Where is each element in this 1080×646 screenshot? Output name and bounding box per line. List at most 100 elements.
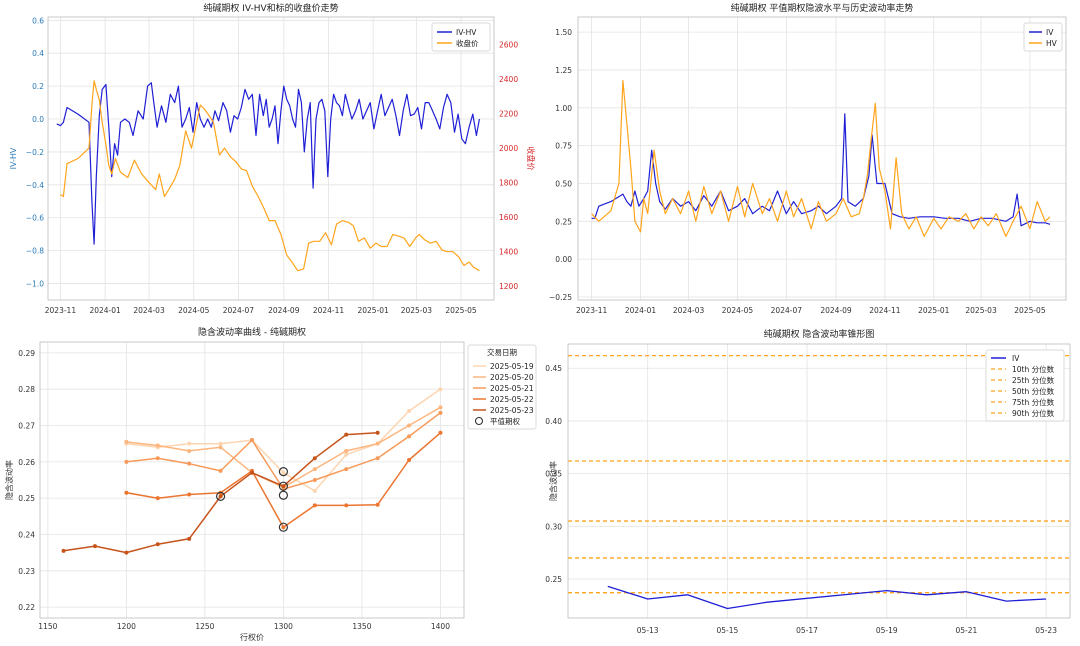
- y2-axis-label: 收盘价: [526, 147, 536, 171]
- x-tick-label: 05-17: [796, 626, 818, 635]
- series-line: [60, 80, 480, 272]
- y2-tick-label: 1600: [499, 213, 518, 222]
- y-tick-label: 0.0: [32, 115, 44, 124]
- series-point: [344, 467, 349, 472]
- x-tick-label: 2025-05: [1014, 306, 1046, 315]
- x-tick-label: 1300: [274, 622, 293, 631]
- y-tick-label: 0.2: [32, 82, 44, 91]
- legend-label: 75th 分位数: [1012, 397, 1055, 407]
- y-tick-label: 0.28: [18, 385, 35, 394]
- series-point: [92, 544, 97, 549]
- series-point: [250, 470, 254, 475]
- series-point: [187, 448, 192, 453]
- series-point: [312, 478, 317, 482]
- x-tick-label: 1400: [431, 622, 450, 631]
- plot-frame: [47, 16, 495, 301]
- y-tick-label: 0.40: [545, 417, 562, 426]
- chart-title: 隐含波动率曲线 - 纯碱期权: [198, 326, 306, 338]
- series-point: [344, 503, 349, 508]
- y-axis-label: 隐含波动率: [4, 460, 14, 500]
- series-point: [124, 550, 129, 555]
- series-point: [281, 470, 286, 475]
- y-tick-label: 0.22: [18, 603, 35, 612]
- y-tick-label: 0.27: [18, 422, 35, 431]
- y-tick-label: 1.25: [555, 66, 572, 75]
- series-point: [312, 456, 317, 461]
- legend-label: 2025-05-21: [490, 384, 534, 393]
- y-axis-label: 隐含波动率: [548, 461, 558, 501]
- legend-title: 交易日期: [487, 347, 517, 357]
- x-tick-label: 2025-01: [918, 306, 950, 315]
- series-point: [218, 494, 223, 499]
- series-line: [56, 82, 480, 245]
- y-tick-label: 0.45: [545, 364, 562, 373]
- series-point: [438, 405, 443, 410]
- series-point: [187, 461, 192, 466]
- y2-tick-label: 1200: [499, 282, 518, 291]
- legend-box: [431, 22, 491, 52]
- series-point: [155, 443, 160, 448]
- series-line: [607, 585, 1047, 610]
- atm-marker: [215, 491, 226, 501]
- y-tick-label: 0.25: [555, 217, 572, 226]
- series-point: [187, 492, 192, 497]
- x-axis-label: 行权价: [240, 632, 264, 642]
- series-point: [407, 423, 412, 428]
- x-tick-label: 2024-07: [223, 306, 255, 315]
- series-point: [407, 434, 412, 439]
- y-tick-label: 0.25: [545, 575, 562, 584]
- x-tick-label: 05-15: [716, 626, 738, 635]
- y2-tick-label: 1800: [499, 179, 518, 188]
- atm-marker: [278, 467, 289, 477]
- chart-title: 纯碱期权 平值期权隐波水平与历史波动率走势: [731, 2, 914, 14]
- legend-label: 50th 分位数: [1012, 386, 1055, 396]
- series-point: [218, 468, 223, 473]
- x-tick-label: 1250: [195, 622, 214, 631]
- series-point: [250, 438, 254, 443]
- y2-tick-label: 1400: [499, 248, 518, 257]
- y-tick-label: −1.0: [26, 280, 44, 289]
- plot-frame: [39, 341, 465, 619]
- y2-tick-label: 2600: [499, 41, 518, 50]
- y-tick-label: 0.26: [18, 458, 35, 467]
- x-tick-label: 05-21: [956, 626, 978, 635]
- legend-label: IV-HV: [456, 28, 477, 37]
- legend-label: HV: [1046, 39, 1058, 48]
- x-tick-label: 05-13: [637, 626, 659, 635]
- y-tick-label: 0.29: [18, 349, 35, 358]
- x-tick-label: 2025-03: [401, 306, 433, 315]
- series-point: [375, 441, 380, 446]
- series-point: [281, 484, 286, 489]
- series-point: [438, 410, 443, 415]
- x-tick-label: 05-19: [876, 626, 898, 635]
- series-line: [591, 113, 1051, 227]
- x-tick-label: 2024-03: [133, 306, 165, 315]
- series-point: [312, 503, 317, 508]
- y-tick-label: −0.25: [549, 293, 572, 302]
- y-tick-label: 0.23: [18, 567, 35, 576]
- x-tick-label: 2024-09: [820, 306, 852, 315]
- x-tick-label: 05-23: [1035, 626, 1057, 635]
- y-tick-label: 1.50: [555, 28, 572, 37]
- legend-box: [1023, 22, 1063, 52]
- series-point: [407, 409, 412, 413]
- x-tick-label: 2024-11: [313, 306, 345, 315]
- y2-tick-label: 2200: [499, 110, 518, 119]
- y-tick-label: 0.50: [555, 179, 572, 188]
- atm-marker: [278, 481, 289, 491]
- series-point: [375, 456, 380, 461]
- legend-label: 2025-05-22: [490, 395, 534, 404]
- series-point: [344, 432, 349, 437]
- series-point: [375, 430, 380, 435]
- series-point: [375, 502, 380, 507]
- y-tick-label: 0.00: [555, 255, 572, 264]
- x-tick-label: 2023-11: [45, 306, 77, 315]
- x-tick-label: 2024-01: [625, 306, 657, 315]
- series-point: [438, 387, 443, 392]
- y-tick-label: −0.4: [26, 181, 44, 190]
- legend-label: 平值期权: [490, 416, 520, 426]
- x-tick-label: 2024-03: [673, 306, 705, 315]
- series-point: [281, 525, 286, 530]
- series-point: [124, 439, 129, 444]
